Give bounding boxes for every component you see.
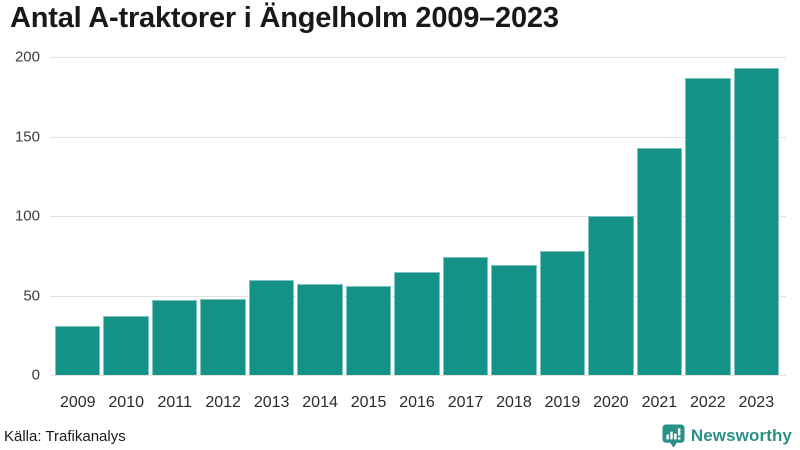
y-axis-labels: 0 50 100 150 200 xyxy=(0,49,42,384)
bar-2021 xyxy=(636,147,683,375)
x-tick-2015: 2015 xyxy=(350,394,387,411)
bar-2023 xyxy=(733,68,780,375)
y-tick-200: 200 xyxy=(14,48,40,66)
bar-2016 xyxy=(394,271,440,375)
x-tick-2021: 2021 xyxy=(641,394,678,411)
bar-2013 xyxy=(248,279,295,375)
newsworthy-logo: Newsworthy xyxy=(662,423,792,449)
plot-area xyxy=(50,57,786,376)
newsworthy-bubble-chart-icon xyxy=(662,424,685,448)
gridline-0 xyxy=(50,375,786,376)
bar-2019 xyxy=(539,251,586,375)
x-tick-2019: 2019 xyxy=(544,394,581,411)
y-tick-150: 150 xyxy=(14,128,40,145)
bar-2012 xyxy=(200,298,246,375)
bar-2011 xyxy=(151,300,198,375)
x-tick-2011: 2011 xyxy=(157,394,192,411)
bar-2014 xyxy=(297,284,343,375)
x-axis-labels: 2009 2010 2011 2012 2013 2014 2015 2016 2017 2018… xyxy=(55,392,779,414)
bar-2022 xyxy=(685,77,731,375)
x-tick-2020: 2020 xyxy=(593,394,629,411)
gridline-150 xyxy=(50,136,786,138)
bar-2020 xyxy=(588,216,634,375)
source-label: Källa: Trafikanalys xyxy=(4,428,126,445)
x-tick-2016: 2016 xyxy=(399,394,435,411)
x-tick-2018: 2018 xyxy=(496,394,532,411)
bar-2017 xyxy=(442,257,489,375)
y-tick-100: 100 xyxy=(14,207,40,225)
gridline-200 xyxy=(50,57,786,58)
x-tick-2023: 2023 xyxy=(738,394,775,411)
bar-2010 xyxy=(103,316,149,375)
bar-2015 xyxy=(345,286,392,375)
y-tick-50: 50 xyxy=(23,287,40,304)
x-tick-2009: 2009 xyxy=(59,394,96,411)
x-tick-2022: 2022 xyxy=(690,394,726,411)
y-tick-0: 0 xyxy=(31,366,40,384)
x-tick-2013: 2013 xyxy=(253,394,290,411)
newsworthy-wordmark: Newsworthy xyxy=(690,426,792,445)
x-tick-2010: 2010 xyxy=(108,394,144,411)
x-tick-2017: 2017 xyxy=(447,394,484,411)
bar-2009 xyxy=(55,325,101,375)
x-tick-2014: 2014 xyxy=(302,394,338,411)
chart-title: Antal A-traktorer i Ängelholm 2009–2023 xyxy=(10,2,559,34)
bar-2018 xyxy=(491,265,537,375)
gridline-100 xyxy=(50,216,786,217)
x-tick-2012: 2012 xyxy=(205,394,241,411)
bar-series xyxy=(55,57,780,375)
